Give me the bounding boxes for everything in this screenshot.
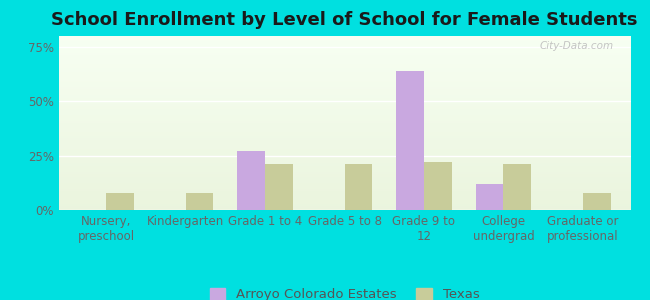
Title: School Enrollment by Level of School for Female Students: School Enrollment by Level of School for…	[51, 11, 638, 29]
Legend: Arroyo Colorado Estates, Texas: Arroyo Colorado Estates, Texas	[204, 283, 485, 300]
Text: City-Data.com: City-Data.com	[540, 41, 614, 51]
Bar	[237, 151, 265, 210]
Bar	[265, 164, 293, 210]
Bar	[344, 164, 372, 210]
Bar	[476, 184, 503, 210]
Bar	[106, 193, 134, 210]
Bar	[424, 162, 452, 210]
Bar	[186, 193, 213, 210]
Bar	[396, 71, 424, 210]
Bar	[583, 193, 610, 210]
Bar	[503, 164, 531, 210]
